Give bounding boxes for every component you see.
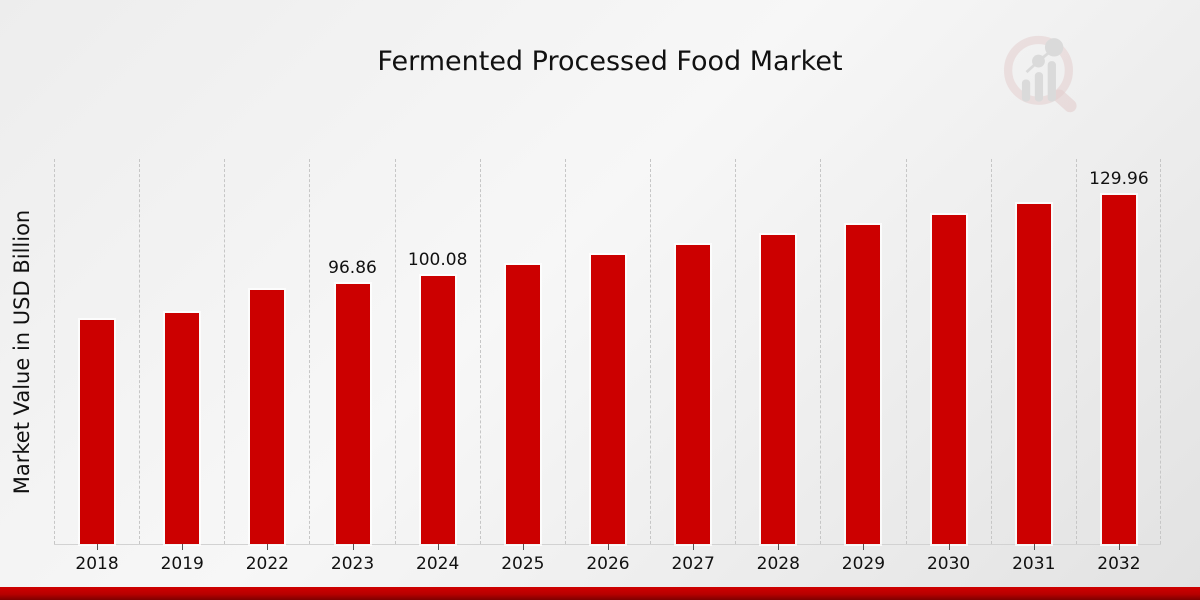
- bar-2030: [931, 214, 966, 544]
- x-axis-tick: [522, 544, 524, 550]
- x-axis-label-2022: 2022: [245, 554, 289, 574]
- x-axis-label-2023: 2023: [330, 554, 375, 574]
- bar-2026: [590, 255, 625, 544]
- x-axis-label-2028: 2028: [756, 554, 800, 574]
- bar-2029: [846, 225, 881, 544]
- bar-value-label-2024: 100.08: [407, 249, 468, 270]
- category-slot-2024: 100.08 2024: [394, 159, 480, 574]
- bar-2019: [165, 312, 200, 544]
- bar-value-label-2023: 96.86: [328, 258, 377, 279]
- category-slot-2028: 2028: [735, 159, 820, 574]
- x-axis-label-2024: 2024: [416, 554, 460, 574]
- category-slot-2031: 2031: [990, 159, 1076, 574]
- x-axis-label-2030: 2030: [926, 554, 971, 574]
- y-axis-label: Market Value in USD Billion: [10, 209, 34, 495]
- bar-2024: [420, 275, 455, 544]
- category-slot-2027: 2027: [650, 159, 735, 574]
- bar-2027: [676, 245, 711, 544]
- category-slot-2026: 2026: [564, 159, 650, 574]
- x-axis-label-2029: 2029: [841, 554, 886, 574]
- gridline: [1160, 159, 1161, 544]
- x-axis-label-2027: 2027: [671, 554, 715, 574]
- x-axis-tick: [352, 544, 354, 550]
- x-axis-label-2018: 2018: [75, 554, 119, 574]
- bar-2032: [1101, 195, 1136, 544]
- x-axis-tick: [182, 544, 184, 550]
- category-slot-2023: 96.86 2023: [309, 159, 394, 574]
- category-slot-2022: 2022: [224, 159, 309, 574]
- bar-2031: [1016, 203, 1051, 544]
- x-axis-tick: [1118, 544, 1120, 550]
- x-axis-tick: [267, 544, 269, 550]
- category-slot-2025: 2025: [479, 159, 565, 574]
- x-axis-tick: [1033, 544, 1035, 550]
- x-axis-tick: [863, 544, 865, 550]
- category-slot-2018: 2018: [54, 159, 139, 574]
- chart-title: Fermented Processed Food Market: [377, 46, 843, 77]
- x-axis-tick: [607, 544, 609, 550]
- x-axis-tick: [948, 544, 950, 550]
- bar-value-label-2032: 129.96: [1089, 169, 1149, 190]
- bar-2022: [250, 290, 285, 544]
- x-axis-label-2025: 2025: [501, 554, 545, 574]
- x-axis-tick: [437, 544, 439, 550]
- x-axis-tick: [693, 544, 695, 550]
- category-slot-2032: 129.96 2032: [1075, 159, 1161, 574]
- plot-area: 2018 2019 2022 96.86 2023 100.08 2024 2025 2026 2…: [54, 159, 1161, 574]
- bar-2025: [505, 264, 540, 544]
- bar-2028: [761, 234, 796, 544]
- bar-2023: [335, 284, 370, 544]
- x-axis-label-2031: 2031: [1012, 554, 1056, 574]
- magnifier-bar-chart-logo-icon: [1003, 35, 1077, 113]
- x-axis-tick: [97, 544, 99, 550]
- category-slot-2019: 2019: [139, 159, 224, 574]
- x-axis-label-2026: 2026: [586, 554, 630, 574]
- x-axis-label-2032: 2032: [1097, 554, 1141, 574]
- category-slot-2029: 2029: [820, 159, 905, 574]
- category-slot-2030: 2030: [905, 159, 991, 574]
- x-axis-tick: [778, 544, 780, 550]
- x-axis-label-2019: 2019: [160, 554, 204, 574]
- bottom-brand-strip: [0, 587, 1200, 600]
- bar-2018: [80, 319, 115, 544]
